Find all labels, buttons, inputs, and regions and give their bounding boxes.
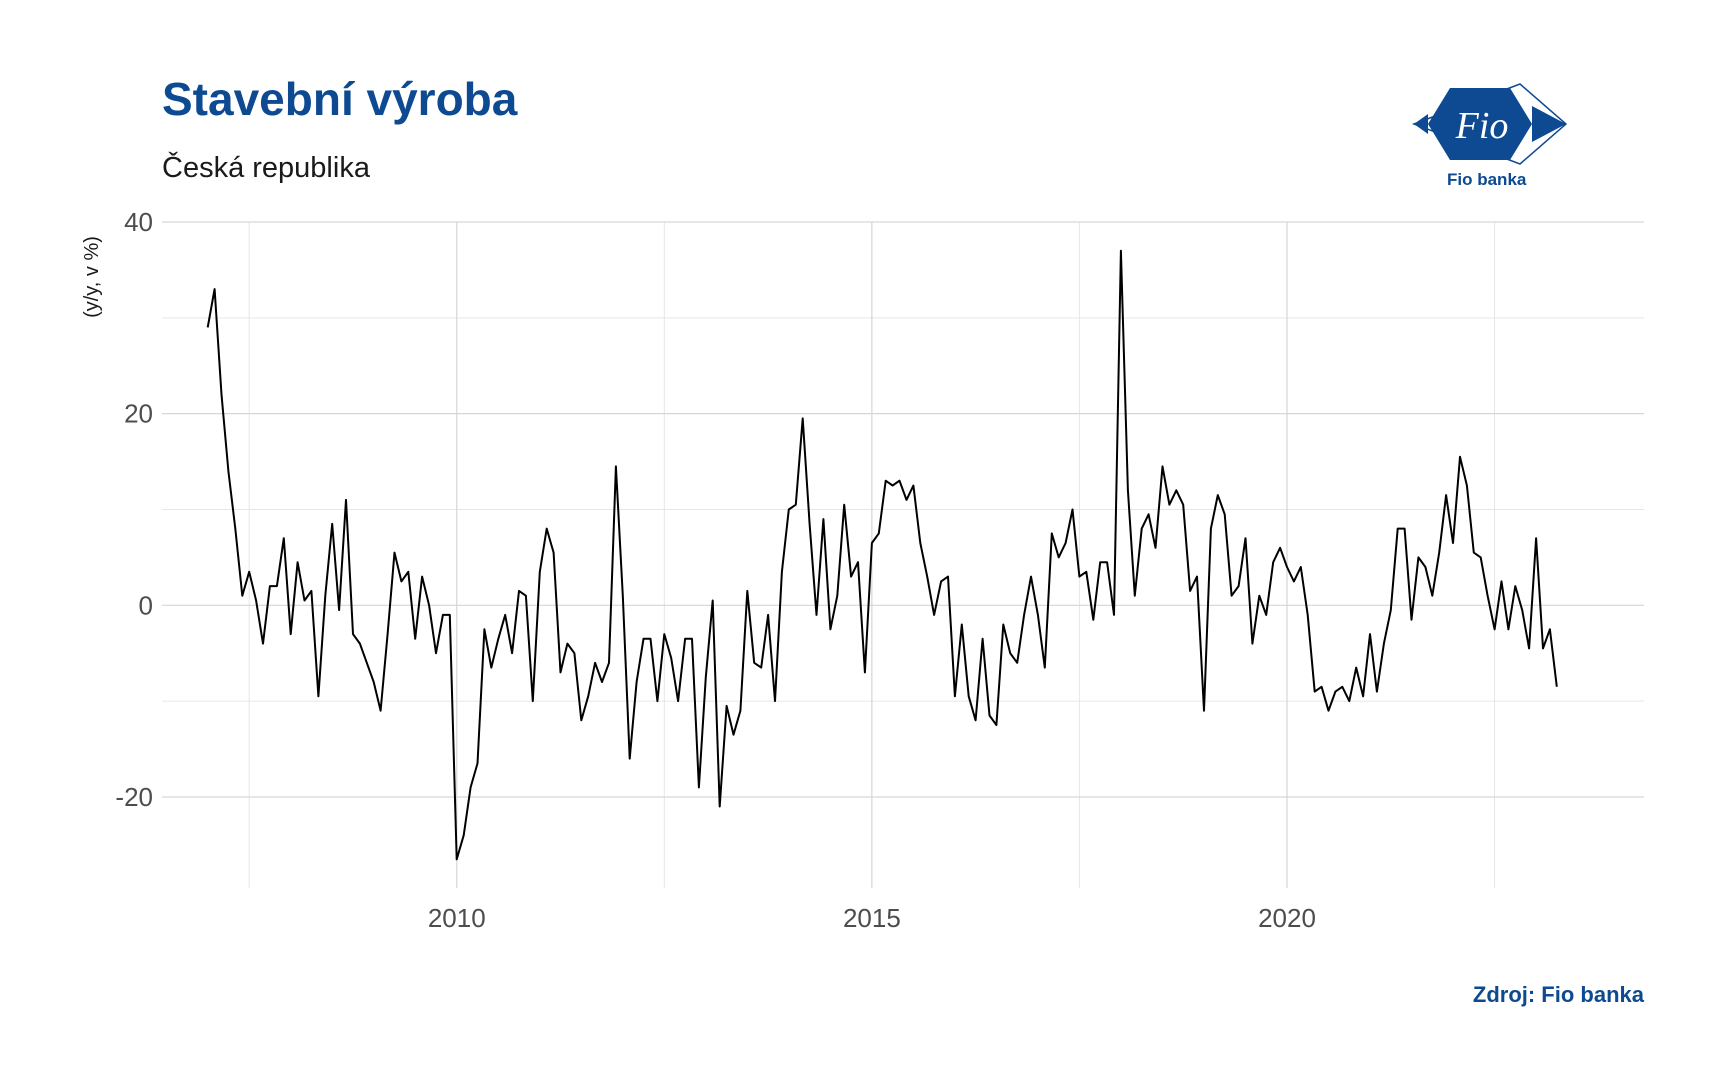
chart-subtitle: Česká republika [162, 152, 370, 184]
x-tick-label: 2020 [1258, 903, 1316, 933]
x-tick-label: 2015 [843, 903, 901, 933]
y-axis-label: (y/y, v %) [81, 236, 103, 318]
y-tick-label: -20 [115, 782, 153, 812]
fio-banka-logo-icon: Fio [1411, 83, 1568, 165]
x-tick-label: 2010 [428, 903, 486, 933]
series-line [206, 249, 1558, 861]
source-note: Zdroj: Fio banka [1472, 982, 1644, 1007]
y-tick-label: 20 [124, 399, 153, 429]
logo-mark-text: Fio [1455, 105, 1509, 147]
y-tick-label: 0 [139, 590, 153, 620]
y-tick-label: 40 [124, 207, 153, 237]
logo-caption: Fio banka [1447, 170, 1527, 189]
chart-title: Stavební výroba [162, 73, 518, 125]
major-gridlines [162, 221, 1644, 888]
minor-gridlines [162, 222, 1644, 888]
y-axis-tick-labels: -20 0 20 40 [115, 207, 153, 812]
x-axis-tick-labels: 2010 2015 2020 [428, 903, 1316, 933]
